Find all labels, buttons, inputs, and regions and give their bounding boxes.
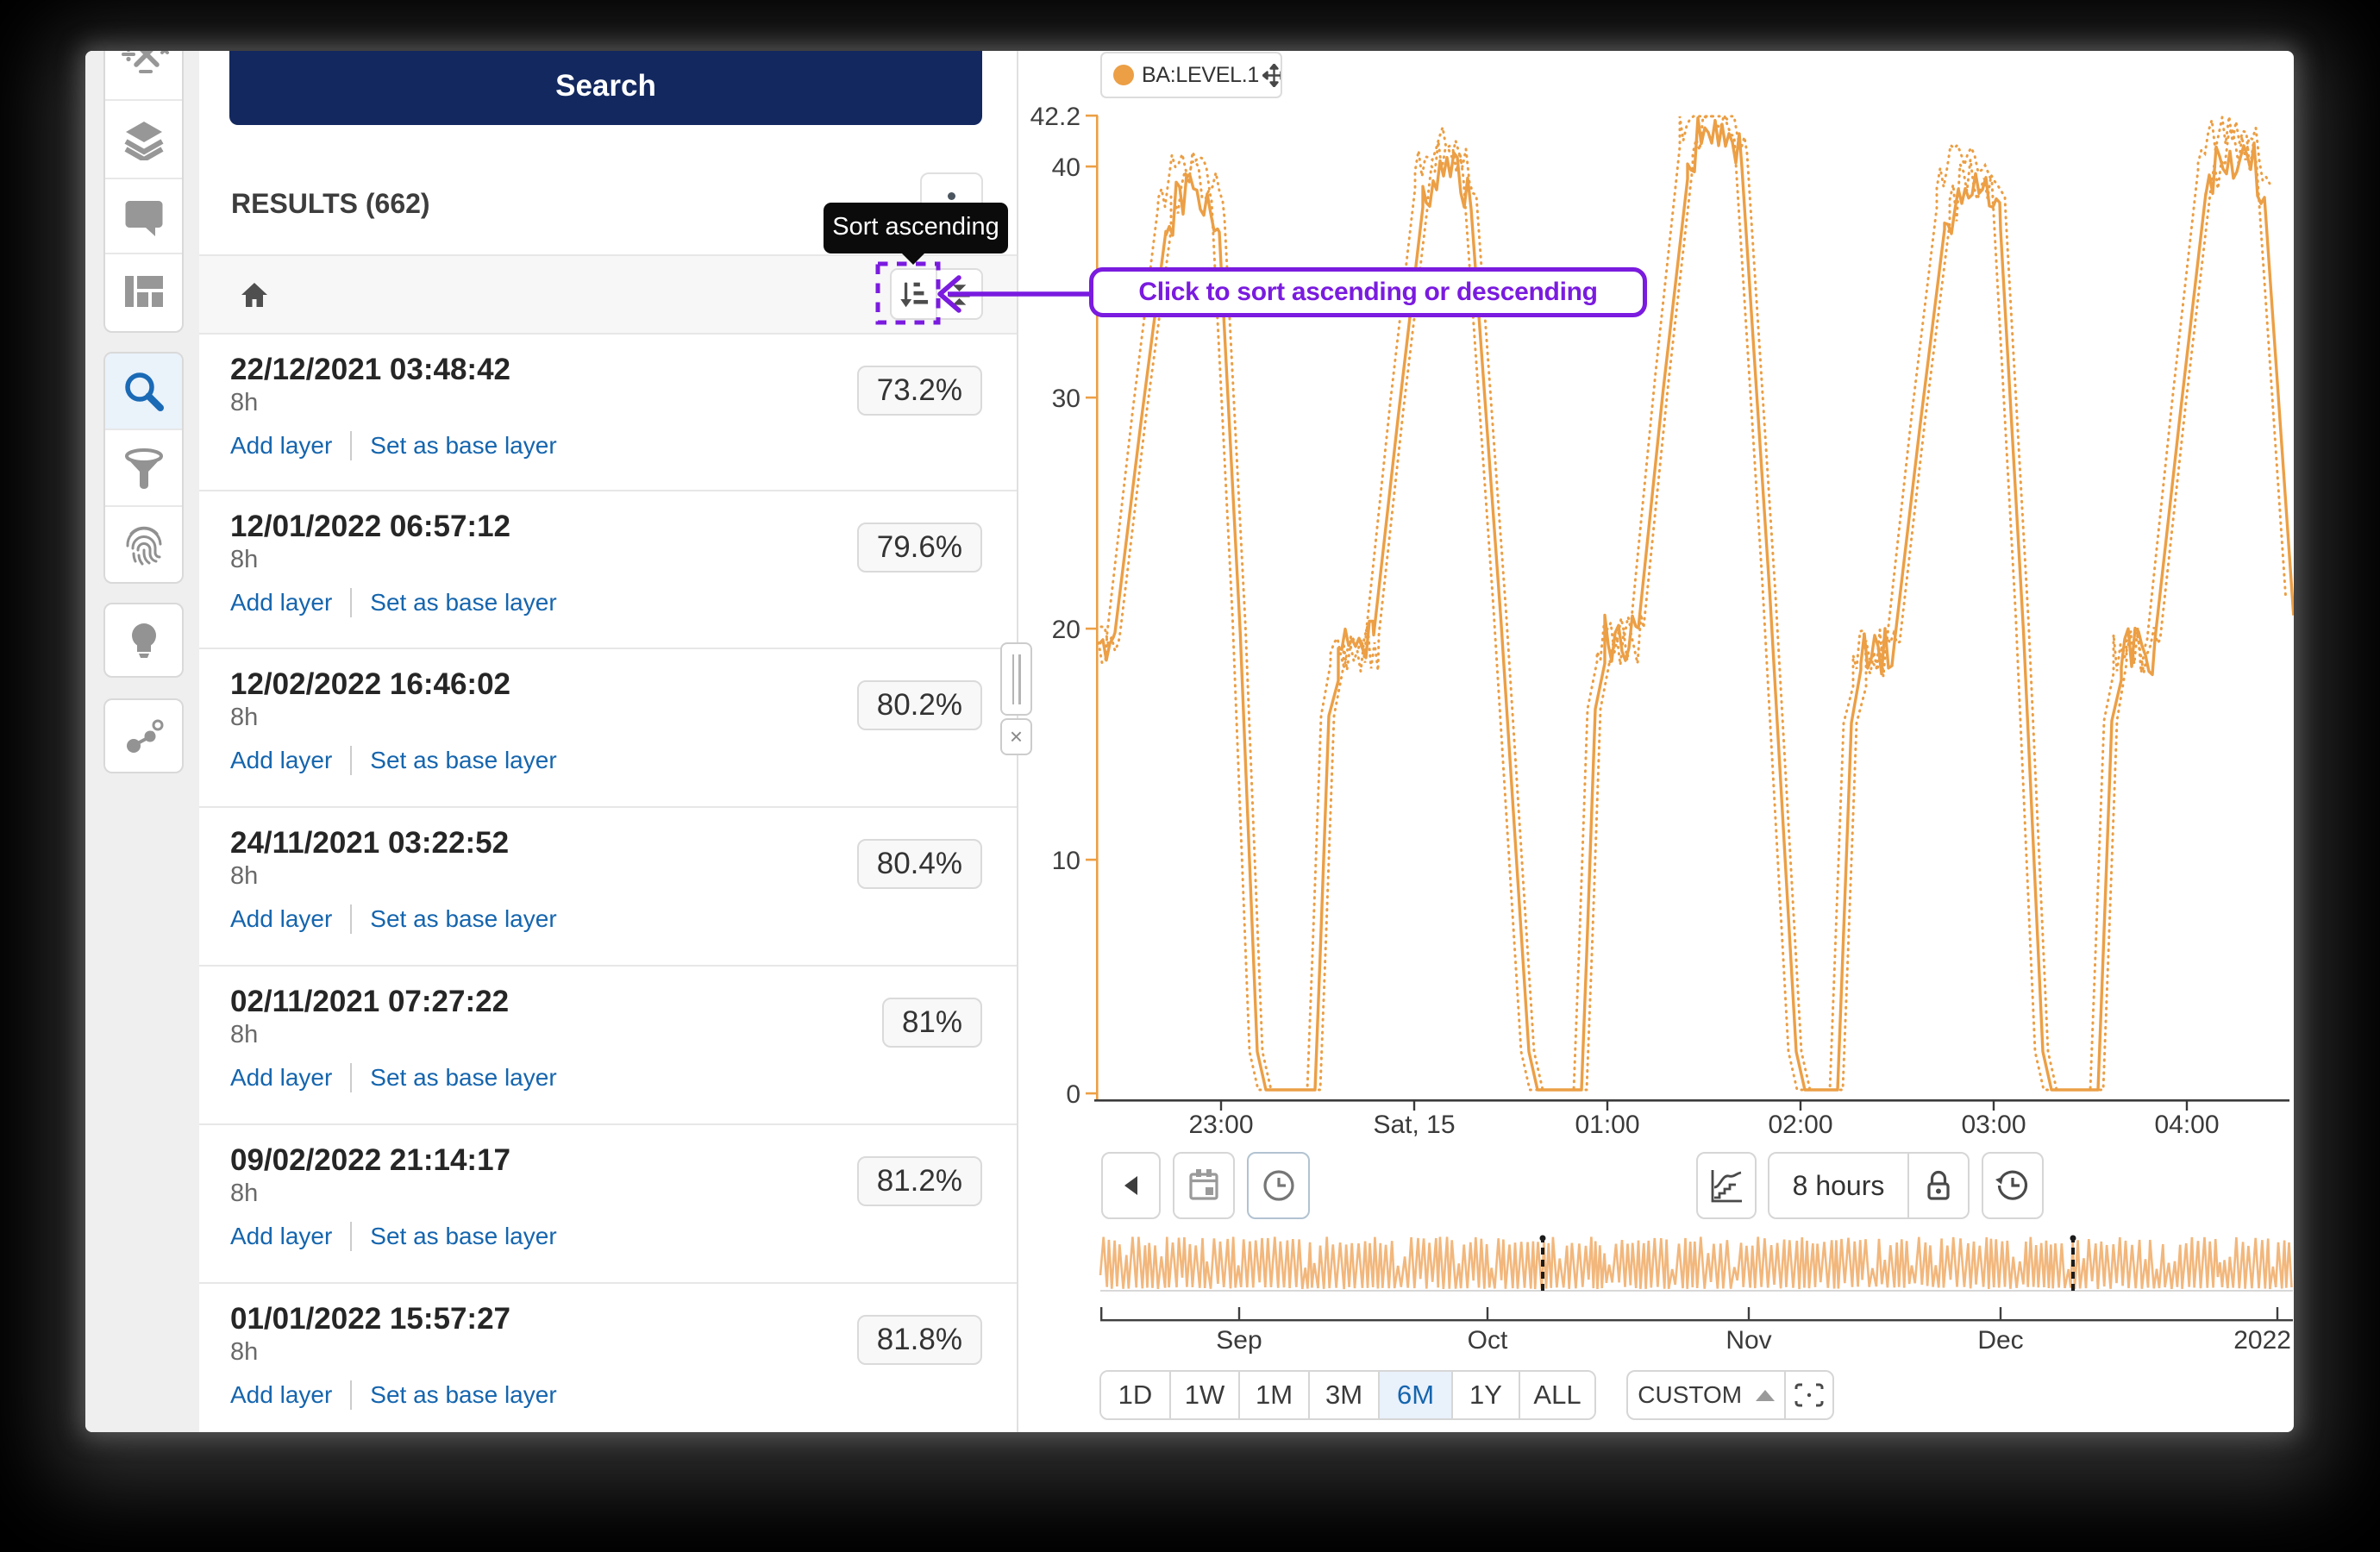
svg-text:0: 0 [1066, 1080, 1080, 1109]
svg-text:Oct: Oct [1468, 1326, 1508, 1355]
svg-text:Sep: Sep [1216, 1326, 1262, 1355]
svg-text:40: 40 [1052, 153, 1080, 182]
svg-text:23:00: 23:00 [1188, 1111, 1253, 1139]
svg-text:10: 10 [1052, 847, 1080, 875]
svg-text:42.2: 42.2 [1030, 103, 1080, 131]
svg-text:Nov: Nov [1726, 1326, 1771, 1355]
svg-text:20: 20 [1052, 616, 1080, 644]
svg-text:Sat, 15: Sat, 15 [1373, 1111, 1455, 1139]
svg-text:30: 30 [1052, 385, 1080, 413]
svg-text:01:00: 01:00 [1575, 1111, 1639, 1139]
svg-text:Dec: Dec [1977, 1326, 2023, 1355]
svg-text:2022: 2022 [2233, 1326, 2291, 1355]
svg-text:02:00: 02:00 [1768, 1111, 1832, 1139]
svg-text:04:00: 04:00 [2154, 1111, 2219, 1139]
svg-text:03:00: 03:00 [1961, 1111, 2026, 1139]
